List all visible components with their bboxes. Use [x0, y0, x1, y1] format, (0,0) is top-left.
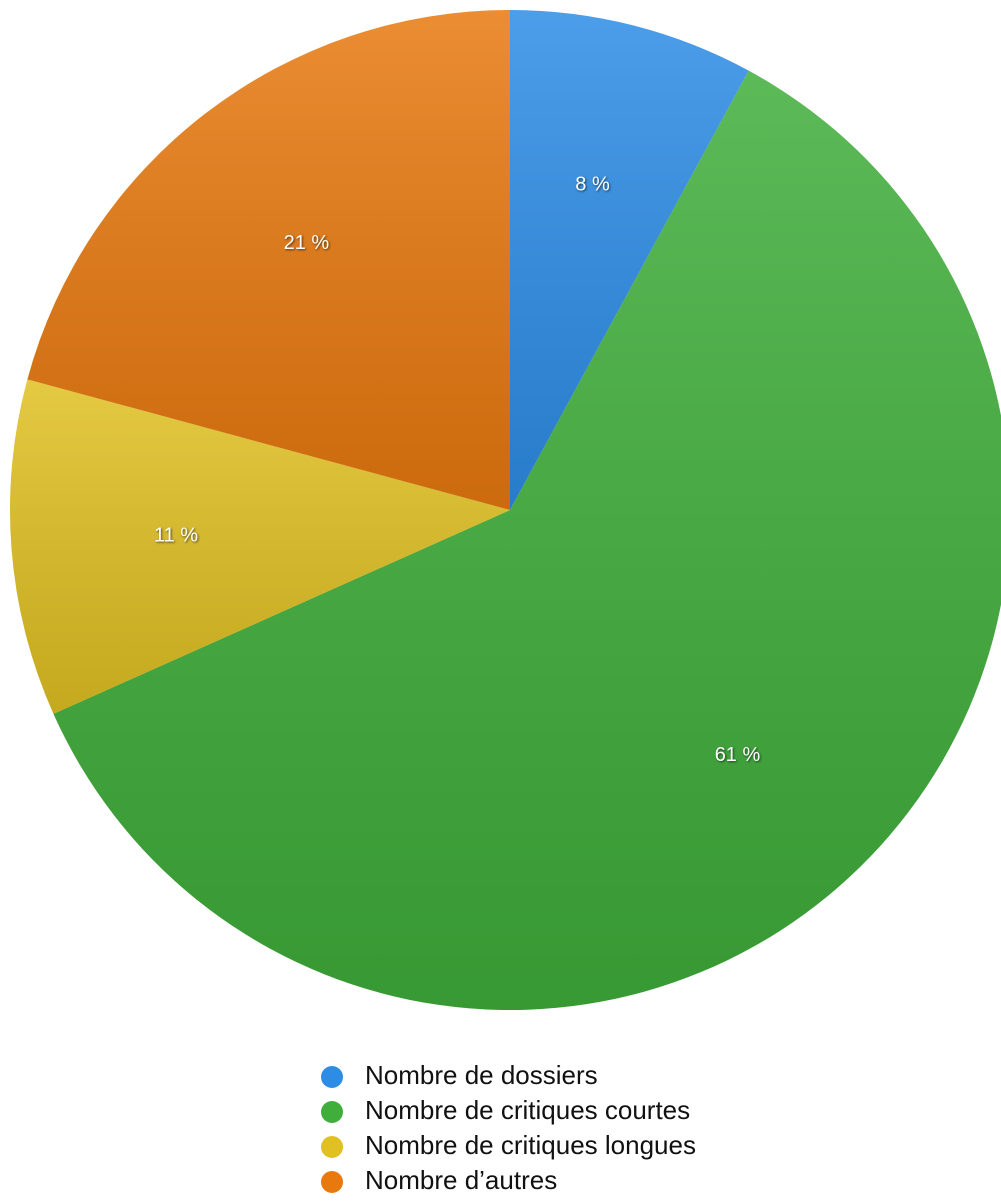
value-label: 61 % [715, 744, 761, 766]
legend-label: Nombre de dossiers [365, 1060, 598, 1090]
legend-swatch [321, 1066, 343, 1088]
legend-swatch [321, 1136, 343, 1158]
slice-shade [510, 10, 749, 510]
legend-label: Nombre de critiques courtes [365, 1095, 690, 1125]
legend-label: Nombre d’autres [365, 1165, 557, 1195]
legend-label: Nombre de critiques longues [365, 1130, 696, 1160]
legend-swatch [321, 1171, 343, 1193]
value-label: 21 % [284, 232, 330, 254]
value-label: 11 % [154, 524, 198, 546]
value-label: 8 % [575, 174, 610, 196]
slice-shade [9, 379, 511, 714]
slice-shade [53, 70, 1001, 1010]
slice-shade [27, 10, 511, 510]
legend-swatch [321, 1101, 343, 1123]
